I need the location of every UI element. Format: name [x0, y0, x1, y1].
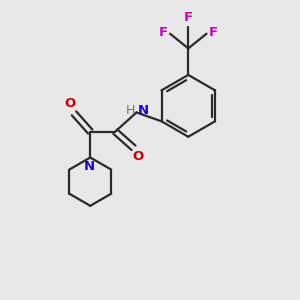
Text: O: O: [132, 150, 143, 163]
Text: F: F: [158, 26, 168, 39]
Text: N: N: [138, 104, 149, 118]
Text: O: O: [64, 97, 76, 110]
Text: N: N: [84, 160, 95, 173]
Text: F: F: [184, 11, 193, 24]
Text: F: F: [209, 26, 218, 39]
Text: H: H: [126, 103, 135, 117]
